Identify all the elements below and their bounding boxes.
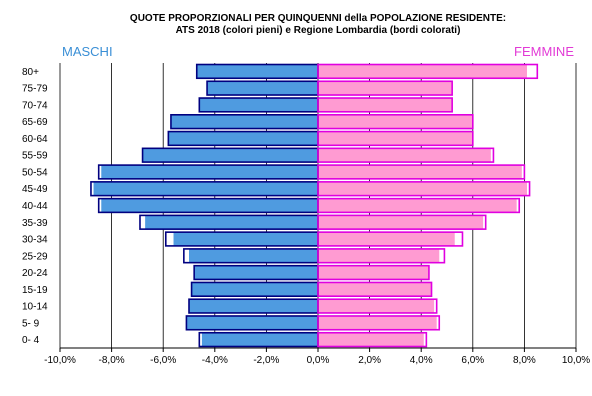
category-label-14: 10-14	[22, 302, 48, 313]
female-region-outline-2	[317, 97, 453, 113]
x-tick-label-9: 8,0%	[513, 355, 536, 366]
female-region-outline-8	[317, 197, 521, 214]
x-tick-label-10: 10,0%	[562, 355, 590, 366]
x-tick-label-1: -8,0%	[99, 355, 125, 366]
category-label-13: 15-19	[22, 285, 48, 296]
male-bar-11	[189, 248, 318, 263]
female-region-outline-9	[317, 214, 487, 230]
female-region-outline-3	[317, 114, 474, 130]
category-label-0: 80+	[22, 67, 39, 78]
male-bar-0	[196, 64, 318, 79]
bars	[90, 63, 539, 348]
female-region-outline-14	[317, 298, 438, 314]
male-bar-9	[145, 215, 318, 230]
female-region-outline-11	[317, 248, 446, 264]
female-bar-11	[318, 248, 440, 263]
category-label-4: 60-64	[22, 134, 48, 145]
axis: 80+ 75-79 70-74 65-69 60-64 55-59 50-54 45-49 40…	[22, 67, 590, 366]
male-bar-5	[142, 148, 318, 163]
female-bar-15	[318, 315, 437, 330]
male-bar-1	[207, 81, 318, 96]
female-bar-0	[318, 64, 527, 79]
x-tick-label-8: 6,0%	[461, 355, 484, 366]
x-tick-label-2: -6,0%	[150, 355, 176, 366]
x-tick-label-4: -2,0%	[253, 355, 279, 366]
x-tick-label-3: -4,0%	[202, 355, 228, 366]
male-side-label: MASCHI	[62, 44, 113, 59]
category-label-9: 35-39	[22, 218, 48, 229]
category-label-16: 0- 4	[22, 335, 40, 346]
male-bar-15	[186, 315, 318, 330]
category-label-8: 40-44	[22, 201, 48, 212]
category-label-6: 50-54	[22, 167, 48, 178]
female-region-outline-0	[317, 63, 539, 80]
male-bar-4	[168, 131, 318, 146]
category-label-1: 75-79	[22, 84, 48, 95]
category-label-12: 20-24	[22, 268, 48, 279]
female-bar-12	[318, 265, 429, 280]
category-label-11: 25-29	[22, 251, 48, 262]
female-region-outline-7	[317, 181, 531, 197]
female-region-outline-10	[317, 231, 464, 247]
x-tick-label-6: 2,0%	[358, 355, 381, 366]
chart-title-line-2: ATS 2018 (colori pieni) e Regione Lombar…	[176, 25, 461, 36]
x-tick-label-0: -10,0%	[44, 355, 76, 366]
female-region-outline-16	[317, 331, 428, 348]
male-bar-2	[199, 98, 318, 112]
male-bar-12	[194, 265, 318, 280]
female-bar-5	[318, 148, 491, 163]
category-label-7: 45-49	[22, 184, 48, 195]
male-bar-8	[101, 198, 318, 213]
male-bar-16	[201, 332, 318, 347]
category-label-3: 65-69	[22, 117, 48, 128]
x-tick-label-5: 0,0%	[307, 355, 330, 366]
female-side-label: FEMMINE	[514, 44, 574, 59]
female-bar-9	[318, 215, 484, 230]
female-region-outline-5	[317, 147, 495, 163]
female-region-outline-6	[317, 164, 526, 180]
female-region-outline-4	[317, 130, 474, 147]
female-bar-8	[318, 198, 517, 213]
female-bar-10	[318, 232, 455, 246]
female-region-outline-13	[317, 281, 433, 297]
chart-title-line-1: QUOTE PROPORZIONALI PER QUINQUENNI della…	[130, 13, 506, 24]
x-tick-label-7: 4,0%	[410, 355, 433, 366]
female-region-outline-1	[317, 80, 453, 96]
female-region-outline-15	[317, 315, 441, 331]
male-bar-3	[170, 114, 318, 129]
female-bar-2	[318, 98, 453, 112]
category-label-15: 5- 9	[22, 318, 40, 329]
female-bar-3	[318, 114, 473, 129]
female-bar-6	[318, 165, 522, 179]
male-bar-13	[191, 282, 318, 297]
female-region-outline-12	[317, 264, 430, 281]
category-label-5: 55-59	[22, 151, 48, 162]
female-bar-16	[318, 332, 424, 347]
female-bar-1	[318, 81, 453, 96]
male-bar-10	[173, 232, 318, 246]
female-bar-4	[318, 131, 473, 146]
male-bar-14	[189, 299, 318, 313]
female-bar-7	[318, 181, 527, 196]
male-bar-6	[101, 165, 318, 179]
male-bar-7	[93, 181, 318, 196]
female-bar-14	[318, 299, 435, 313]
female-bar-13	[318, 282, 432, 297]
category-label-10: 30-34	[22, 235, 48, 246]
category-label-2: 70-74	[22, 100, 48, 111]
